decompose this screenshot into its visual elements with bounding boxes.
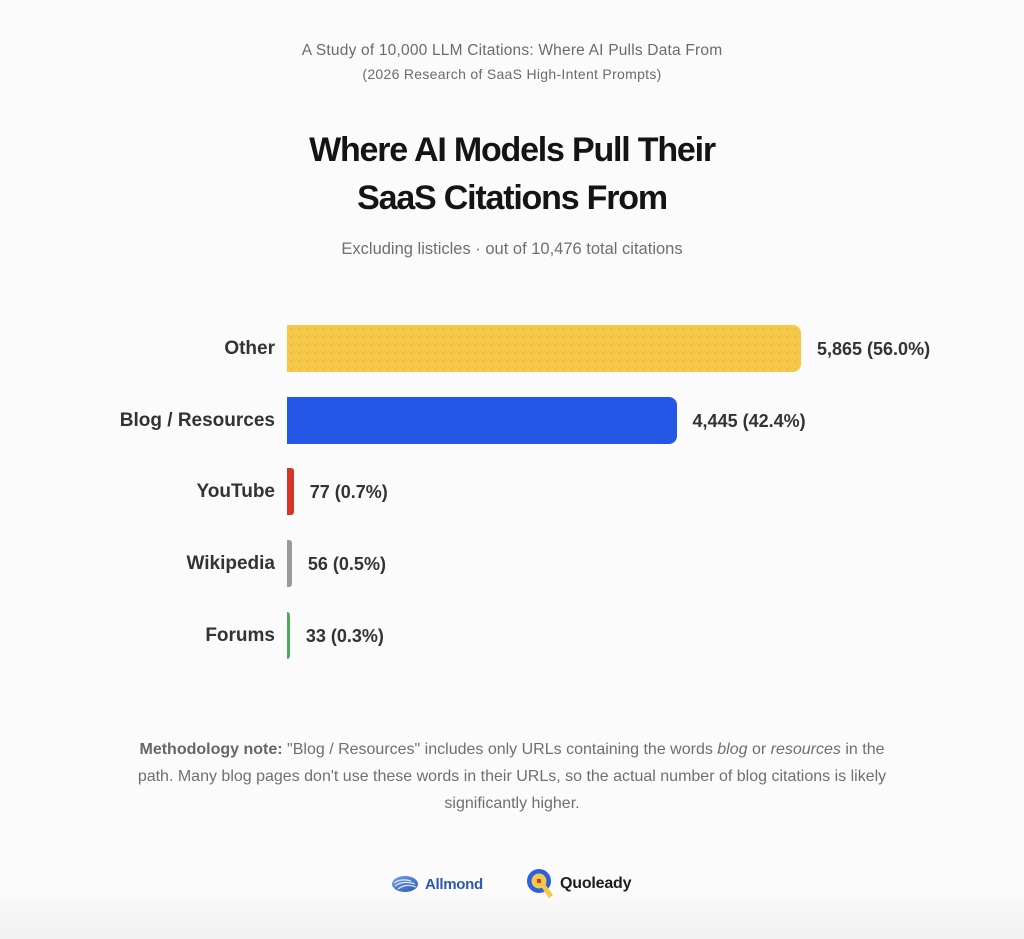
chart-row: Forums 33 (0.3%) (0, 611, 1024, 660)
category-label: Other (224, 338, 275, 359)
allmond-logo: Allmond (391, 866, 483, 902)
value-label: 56 (0.5%) (307, 554, 386, 575)
methodology-note-text-2: or (747, 741, 771, 758)
kicker-title: A Study of 10,000 LLM Citations: Where A… (301, 42, 723, 59)
value-label: 77 (0.7%) (309, 482, 388, 503)
chart-title-line-1: Where AI Models Pull Their (309, 131, 716, 169)
chart-row: YouTube 77 (0.7%) (0, 468, 1024, 516)
allmond-logo-text: Allmond (425, 875, 483, 893)
value-label: 33 (0.3%) (305, 625, 384, 646)
category-label: Blog / Resources (119, 409, 275, 431)
bar (287, 611, 290, 659)
allmond-logo-icon (392, 876, 418, 892)
category-label: Wikipedia (186, 553, 275, 575)
methodology-note-italic-blog: blog (717, 741, 748, 758)
value-label: 5,865 (56.0%) (817, 339, 931, 359)
value-label: 4,445 (42.4%) (692, 410, 806, 431)
chart-row: Blog / Resources 4,445 (42.4%) (0, 396, 1024, 445)
bar (287, 468, 294, 516)
category-label: Forums (205, 624, 275, 646)
bar (287, 540, 292, 588)
kicker-subtitle: (2026 Research of SaaS High-Intent Promp… (362, 66, 662, 82)
bar-chart: Other 5,865 (56.0%) Blog / Resources 4,445 … (0, 325, 1024, 660)
quoleady-logo-icon (527, 869, 553, 898)
quoleady-logo-text: Quoleady (560, 875, 632, 892)
methodology-note-lead: Methodology note: (139, 741, 283, 758)
chart-title-line-2: SaaS Citations From (357, 179, 668, 217)
chart-subtitle: Excluding listicles · out of 10,476 tota… (341, 240, 683, 258)
methodology-note-italic-resources: resources (770, 741, 841, 758)
chart-title: Where AI Models Pull Their SaaS Citation… (0, 126, 1024, 222)
methodology-note-text-1: "Blog / Resources" includes only URLs co… (282, 741, 718, 758)
bar (287, 325, 801, 372)
methodology-note-text-3: in the path. Many blog pages don't use t… (137, 741, 887, 812)
methodology-note: Methodology note: "Blog / Resources" inc… (120, 736, 904, 817)
chart-row: Wikipedia 56 (0.5%) (0, 540, 1024, 588)
bar (287, 396, 677, 444)
category-label: YouTube (196, 481, 275, 503)
chart-row: Other 5,865 (56.0%) (0, 325, 1024, 373)
quoleady-logo: Quoleady (525, 866, 632, 902)
footer-logos: Allmond Quoleady (0, 866, 1024, 902)
